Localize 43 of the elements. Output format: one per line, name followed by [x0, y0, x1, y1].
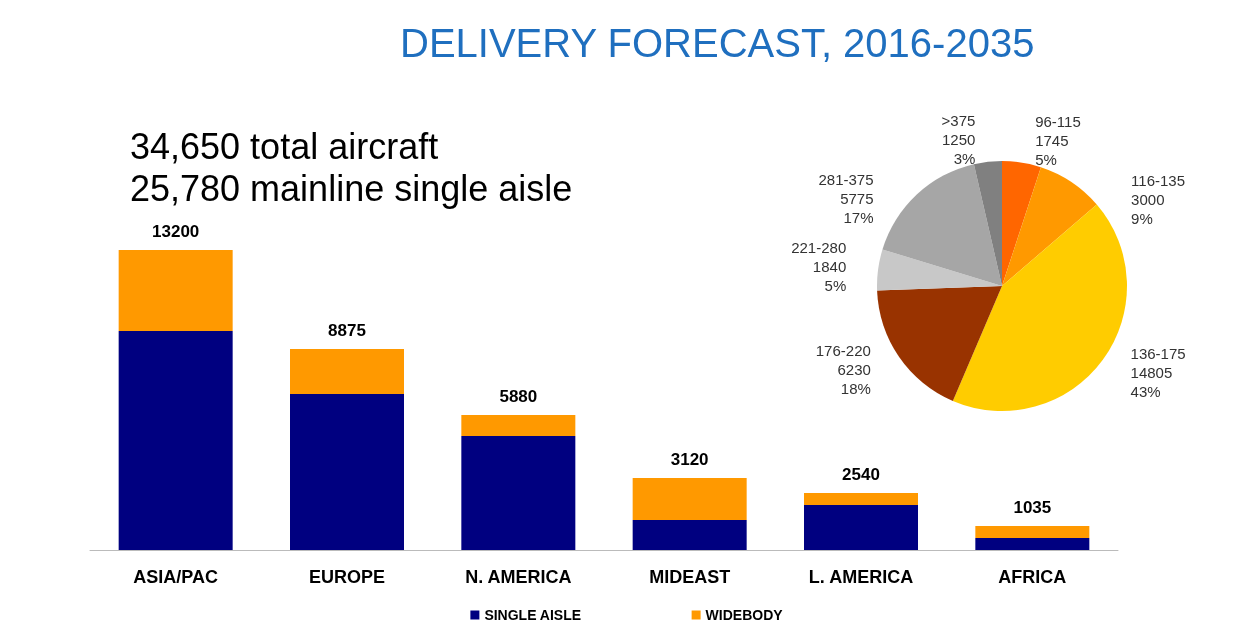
x-tick-label: ASIA/PAC: [133, 567, 219, 587]
annotation: 13200: [152, 222, 200, 241]
bar: [632, 520, 747, 550]
bar: [804, 493, 918, 505]
slice-label: 136-175: [1130, 345, 1186, 363]
data-label: 14805 43%: [1130, 364, 1173, 401]
bar: [461, 436, 576, 550]
slice-label: 281-375: [818, 171, 874, 189]
slice-label: 96-115: [1035, 113, 1081, 131]
slice-label: 116-135: [1131, 172, 1186, 190]
x-tick-label: MIDEAST: [649, 567, 731, 587]
x-tick-label: AFRICA: [998, 567, 1067, 587]
bar: [804, 505, 918, 550]
data-label: 1840 5%: [812, 258, 847, 295]
slice-label: >375: [941, 112, 976, 130]
x-tick-label: L. AMERICA: [808, 567, 914, 587]
x-tick-label: EUROPE: [308, 567, 386, 587]
annotation: 8875: [328, 321, 366, 340]
bar: [290, 349, 404, 394]
x-tick-label: N. AMERICA: [465, 567, 572, 587]
bar: [118, 331, 233, 550]
data-label: 1250 3%: [942, 131, 976, 168]
annotation: 1035: [1013, 498, 1052, 517]
annotation: 2540: [842, 465, 880, 484]
bar: [975, 526, 1090, 538]
bar: [461, 415, 576, 436]
legend-label: WIDEBODY: [705, 607, 784, 623]
slice-label: 176-220: [815, 341, 871, 359]
data-label: 3000 9%: [1131, 191, 1165, 228]
slice-label: 221-280: [791, 239, 847, 257]
data-label: 5775 17%: [840, 190, 874, 227]
text: 25,780 mainline single aisle: [130, 167, 573, 209]
text: 34,650 total aircraft: [130, 125, 439, 167]
bar: [118, 250, 233, 331]
bar: [975, 538, 1090, 550]
data-label: 1745 5%: [1035, 132, 1069, 169]
legend-label: SINGLE AISLE: [484, 607, 582, 623]
chart-title: DELIVERY FORECAST, 2016-2035: [400, 21, 1035, 65]
annotation: 5880: [499, 387, 538, 406]
bar: [290, 394, 404, 550]
bar: [632, 478, 747, 520]
data-label: 6230 18%: [837, 360, 871, 397]
annotation: 3120: [670, 450, 709, 469]
